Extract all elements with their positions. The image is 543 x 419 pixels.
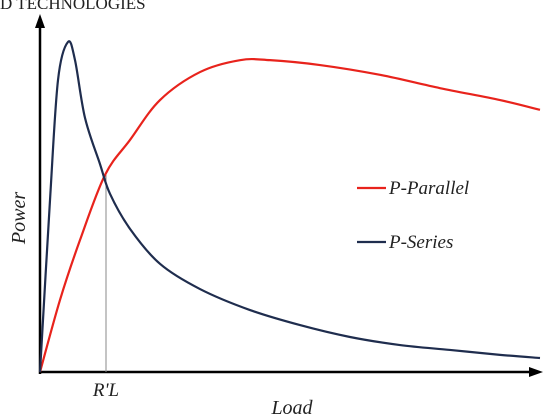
series-line (38, 40, 541, 373)
chart-title: D TECHNOLOGIES (0, 0, 146, 13)
y-axis-label: Power (8, 192, 30, 245)
y-axis-arrow (35, 14, 45, 28)
annotation-label: R'L (92, 380, 119, 401)
series-line (38, 57, 541, 373)
x-axis-label: Load (270, 397, 313, 419)
x-axis-arrow (529, 367, 543, 377)
plot-area: R'L P-Parallel P-Series (38, 40, 541, 401)
legend-label: P-Series (388, 232, 453, 253)
legend-label: P-Parallel (388, 178, 469, 199)
